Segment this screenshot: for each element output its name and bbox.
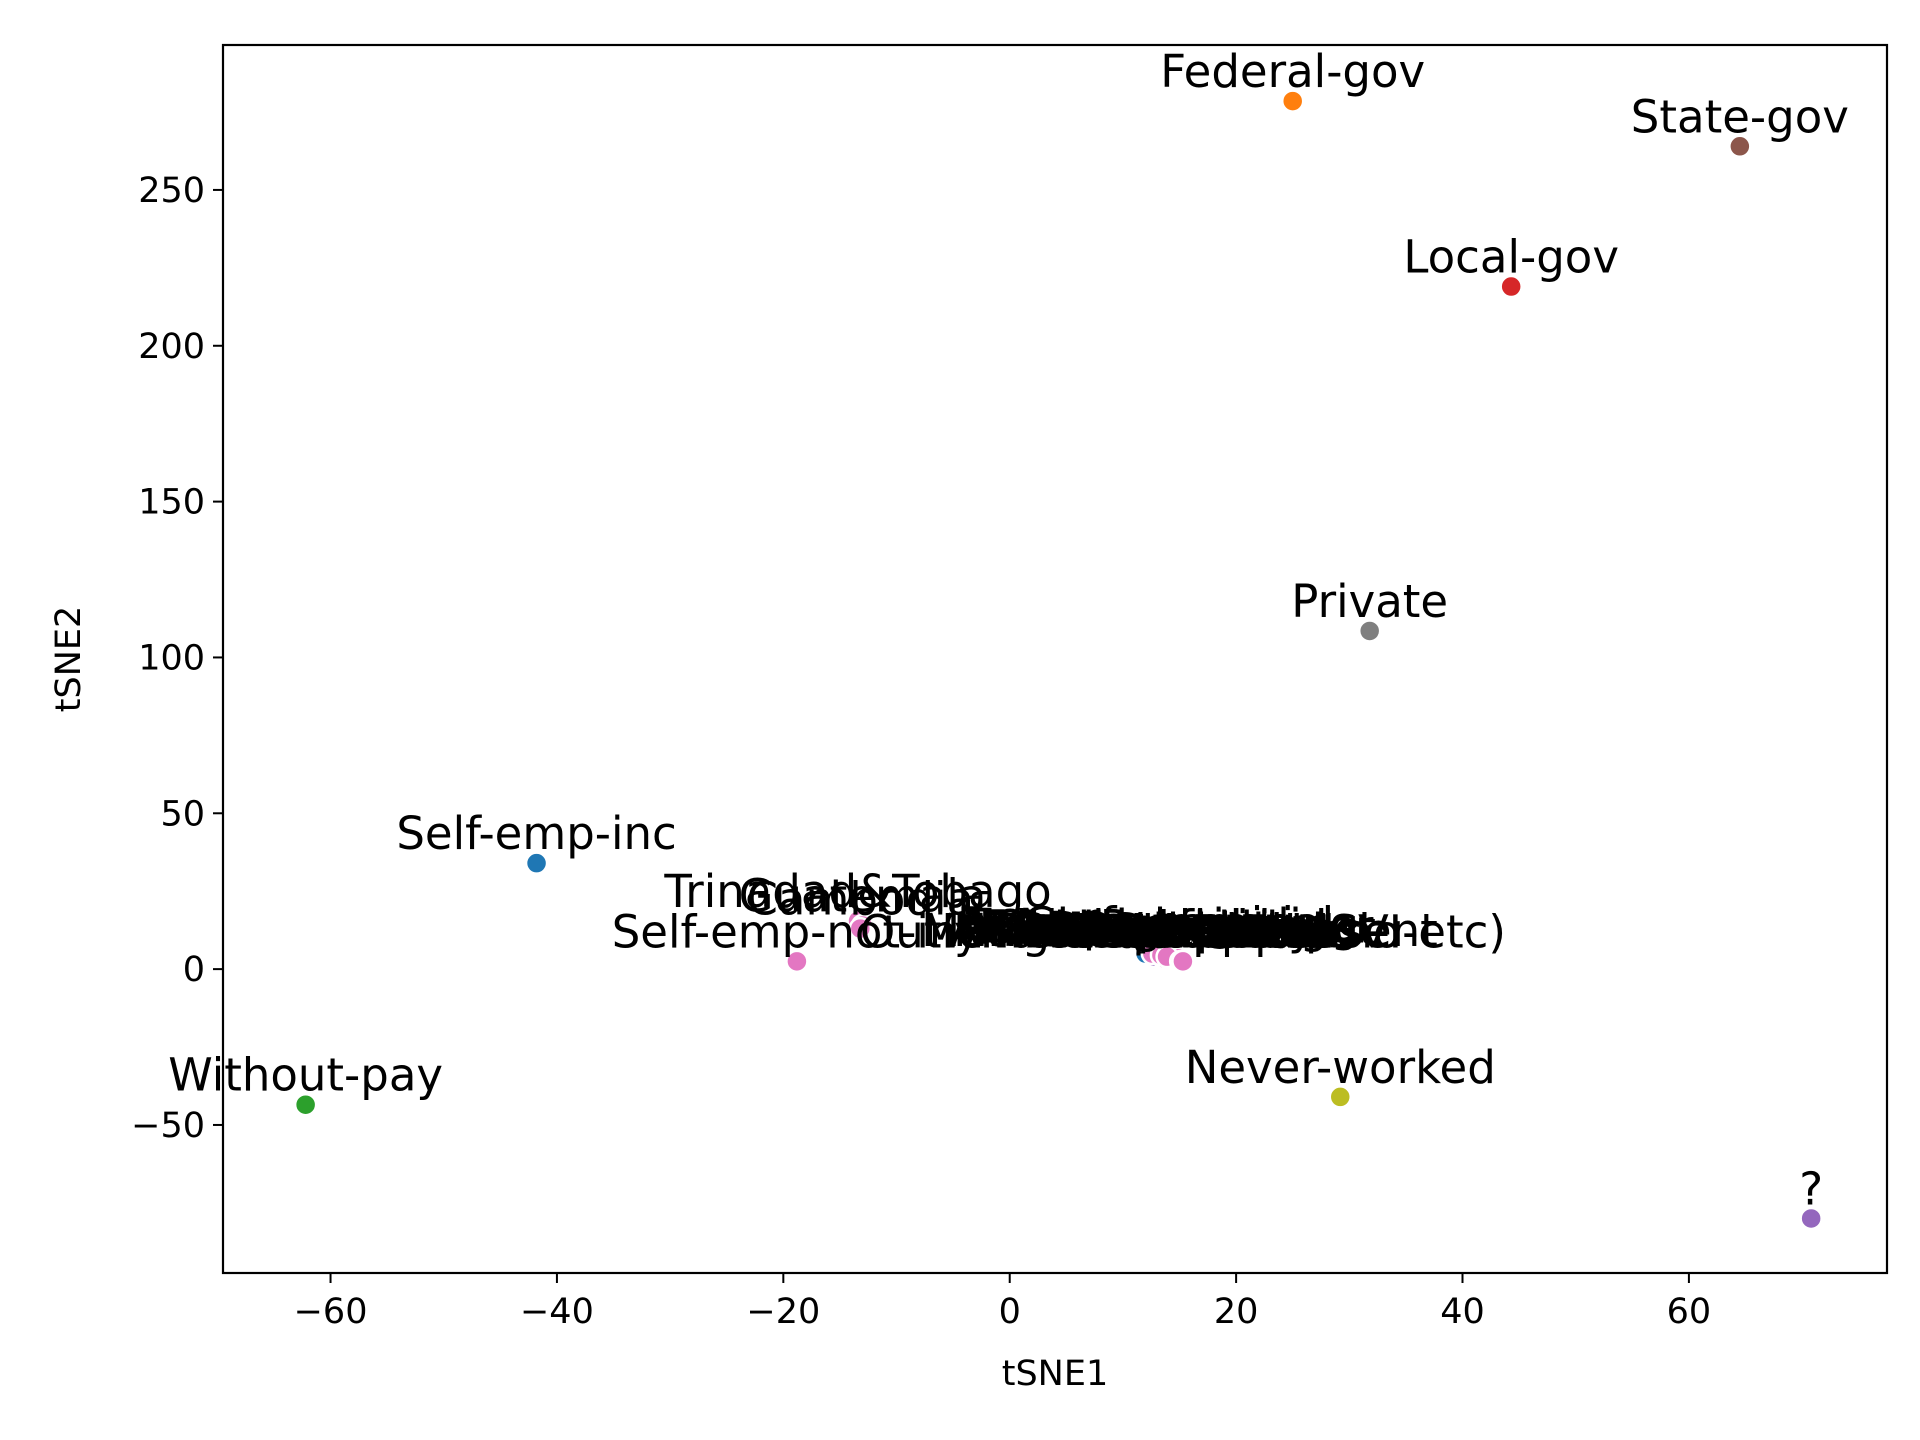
x-tick-label: −40: [520, 1292, 594, 1332]
y-tick-label: −50: [131, 1106, 205, 1146]
point-label: Other-relative: [992, 901, 1303, 954]
point-label: Guatemala: [739, 869, 987, 922]
point-label: Adm-clerical: [1010, 899, 1289, 952]
scatter-point: [1499, 274, 1523, 299]
point-label: Doctorate: [1047, 902, 1271, 955]
scatter-marks: [293, 89, 1823, 1231]
x-tick-label: 20: [1214, 1292, 1259, 1332]
y-tick-label: 250: [138, 171, 205, 211]
scatter-point: [524, 851, 549, 875]
scatter-point: [1280, 89, 1305, 113]
point-label: Outlying-US(Guam-USVI-etc): [860, 905, 1506, 958]
point-label: Exec-managerial: [957, 898, 1334, 951]
point-label: Federal-gov: [1160, 45, 1425, 98]
point-label: Prof-specialty: [1013, 902, 1315, 955]
point-label: Private: [1291, 575, 1448, 628]
y-axis-ticks: −50 0 50 100 150 200 250: [131, 171, 223, 1146]
point-label: Sales: [1111, 904, 1231, 957]
y-tick-label: 50: [160, 794, 205, 834]
point-label: Trinadad&Tobago: [663, 865, 1051, 918]
point-label: Cambodia: [747, 873, 975, 926]
scatter-point: [1328, 1085, 1353, 1109]
point-label: Handlers-cleaners: [953, 904, 1361, 957]
point-label: Amer-Indian-Eskimo: [949, 905, 1400, 958]
point-labels: Federal-gov State-gov Local-gov Private Self…: [168, 45, 1849, 1215]
x-tick-label: 60: [1667, 1292, 1712, 1332]
point-label: Transport-moving: [963, 899, 1359, 952]
point-label: Married-AF-spouse: [971, 905, 1390, 958]
point-label: Local-gov: [1403, 231, 1619, 284]
point-label: Without-pay: [168, 1049, 443, 1102]
point-label: Self-emp-not-inc: [612, 905, 982, 958]
point-label: Never-worked: [1185, 1041, 1496, 1094]
y-tick-label: 200: [138, 327, 205, 367]
point-label: Married-spouse-absent: [921, 904, 1437, 957]
point-label: Priv-house-serv: [979, 902, 1326, 955]
point-label: Unmarried: [1058, 905, 1296, 958]
x-axis-label: tSNE1: [1002, 1354, 1109, 1394]
point-label: Tech-support: [1022, 905, 1313, 958]
scatter-point: [1728, 134, 1752, 159]
point-label: State-gov: [1631, 90, 1849, 143]
x-axis-ticks: −60 −40 −20 0 20 40 60: [294, 1273, 1712, 1332]
plot-area-frame: [221, 43, 1889, 1275]
point-label: Never-married: [1011, 905, 1335, 958]
y-axis-label: tSNE2: [49, 606, 89, 713]
point-label: Farming-fishing: [981, 901, 1328, 954]
point-label: Protective-serv: [993, 904, 1331, 957]
point-label: Divorced: [1078, 902, 1278, 955]
scatter-point: [1171, 949, 1195, 974]
scatter-point: [293, 1092, 318, 1117]
x-tick-label: 40: [1440, 1292, 1485, 1332]
point-label: Asian-Pac-Islander: [961, 901, 1374, 954]
scatter-point: [1357, 619, 1382, 643]
point-label: Armed-Forces: [1027, 905, 1337, 958]
x-tick-label: −60: [294, 1292, 368, 1332]
y-tick-label: 150: [138, 483, 205, 523]
point-label: Machine-op-inspct: [963, 902, 1376, 955]
point-label: Other-service: [1015, 904, 1317, 957]
scatter-point: [1799, 1206, 1823, 1231]
point-label: ?: [1799, 1162, 1823, 1215]
point-label: Craft-repair: [1023, 898, 1282, 951]
y-tick-label: 0: [183, 950, 205, 990]
x-tick-label: −20: [746, 1292, 820, 1332]
point-label: Self-emp-inc: [396, 807, 676, 860]
scatter-point: [848, 916, 873, 941]
x-tick-label: 0: [999, 1292, 1021, 1332]
scatter-point: [785, 949, 809, 974]
y-tick-label: 100: [138, 638, 205, 678]
